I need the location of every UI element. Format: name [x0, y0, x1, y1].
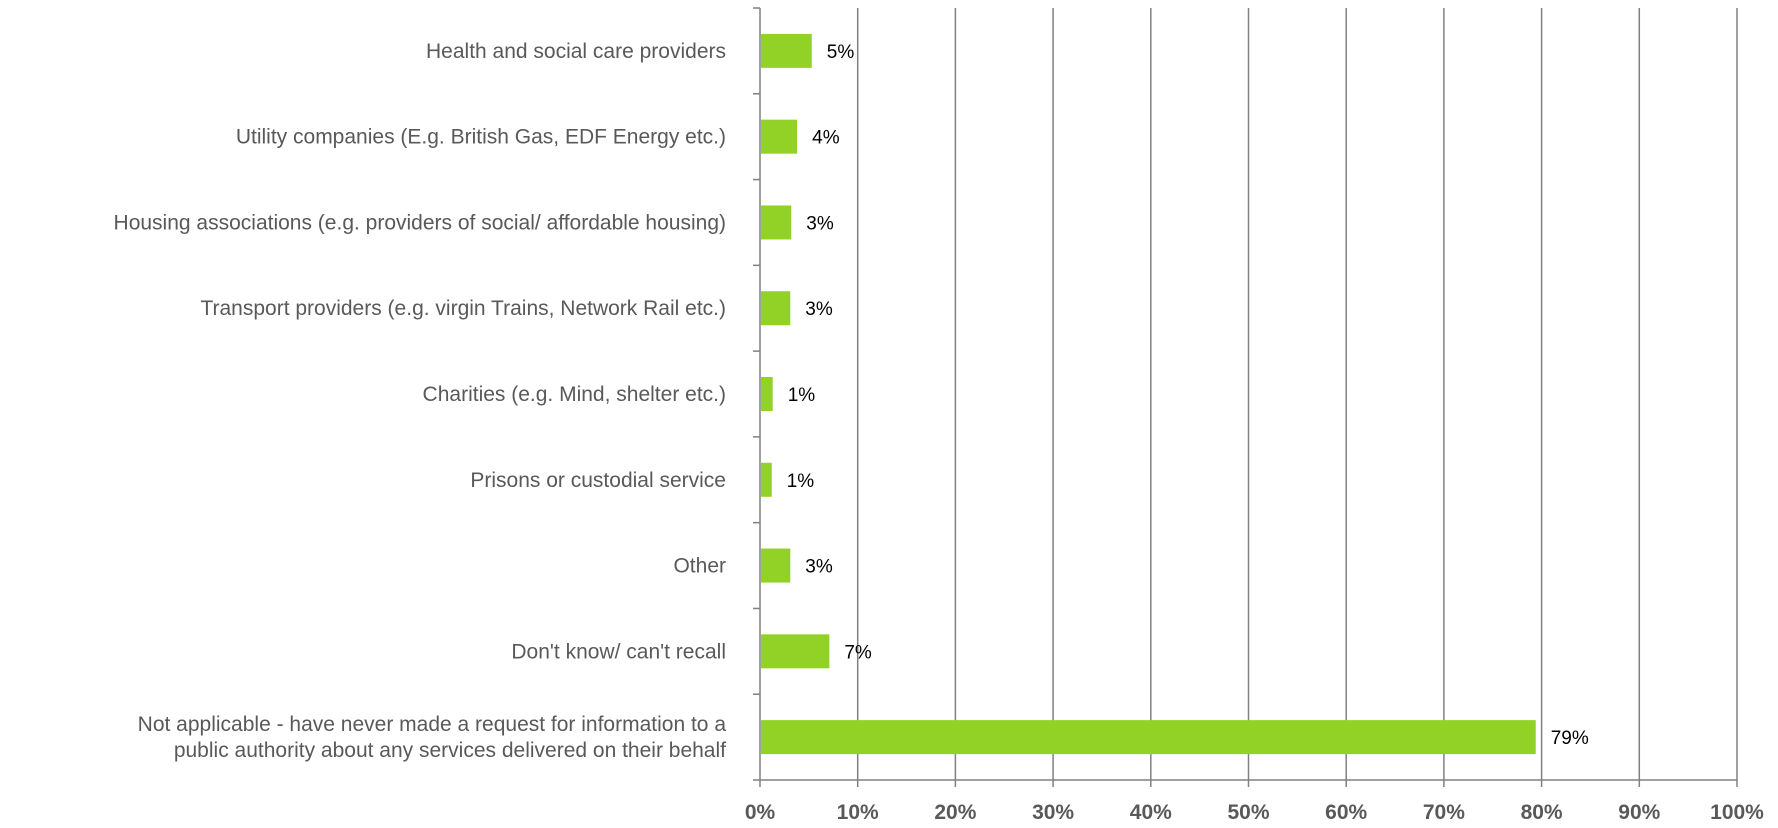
- x-tick-label: 80%: [1521, 801, 1563, 824]
- data-label: 4%: [812, 128, 840, 149]
- bar: [761, 119, 798, 154]
- category-label: Health and social care providers: [426, 40, 726, 63]
- data-label: 79%: [1551, 728, 1589, 749]
- category-label: Housing associations (e.g. providers of …: [114, 211, 726, 234]
- bar: [761, 205, 792, 240]
- bar: [761, 33, 812, 68]
- data-label: 3%: [806, 213, 834, 234]
- x-tick-label: 60%: [1325, 801, 1367, 824]
- category-label: Other: [673, 555, 726, 578]
- x-tick-label: 10%: [837, 801, 879, 824]
- data-label: 7%: [844, 642, 872, 663]
- x-tick-label: 20%: [934, 801, 976, 824]
- x-tick-label: 70%: [1423, 801, 1465, 824]
- data-label: 3%: [805, 299, 833, 320]
- bar: [761, 462, 772, 497]
- category-label: Utility companies (E.g. British Gas, EDF…: [236, 126, 726, 149]
- data-label: 3%: [805, 557, 833, 578]
- data-label: 5%: [827, 42, 855, 63]
- category-label: Not applicable - have never made a reque…: [138, 713, 727, 736]
- x-tick-label: 50%: [1227, 801, 1269, 824]
- data-label: 1%: [787, 471, 815, 492]
- x-tick-label: 0%: [745, 801, 776, 824]
- x-tick-label: 30%: [1032, 801, 1074, 824]
- category-label: Charities (e.g. Mind, shelter etc.): [423, 383, 726, 406]
- x-tick-label: 40%: [1130, 801, 1172, 824]
- data-label: 1%: [788, 385, 816, 406]
- bar: [761, 548, 791, 583]
- category-label: public authority about any services deli…: [174, 739, 726, 762]
- category-label: Transport providers (e.g. virgin Trains,…: [200, 297, 726, 320]
- bar: [761, 291, 791, 326]
- bar: [761, 377, 773, 411]
- x-tick-label: 100%: [1710, 801, 1764, 824]
- bar: [761, 634, 830, 669]
- x-tick-label: 90%: [1618, 801, 1660, 824]
- category-label: Prisons or custodial service: [470, 469, 726, 492]
- bar: [761, 720, 1536, 755]
- category-label: Don't know/ can't recall: [511, 640, 726, 663]
